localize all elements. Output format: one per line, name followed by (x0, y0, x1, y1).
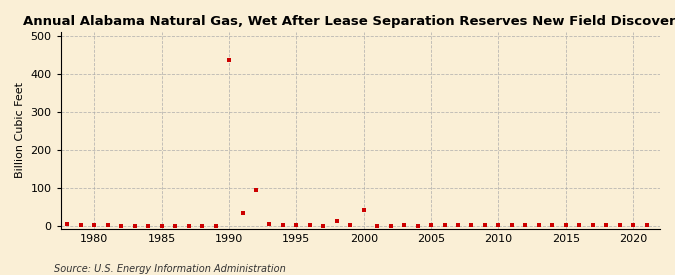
Point (399, 223, 410, 227)
Point (385, 223, 396, 228)
Point (62, 222, 73, 227)
Point (331, 218, 342, 223)
Point (143, 223, 154, 228)
Point (560, 223, 571, 227)
Point (89, 223, 100, 227)
Point (453, 223, 464, 227)
Point (506, 223, 517, 227)
Point (614, 223, 625, 227)
Point (412, 223, 423, 228)
Point (49, 219, 59, 223)
Point (345, 223, 356, 227)
Point (237, 211, 248, 215)
Point (157, 223, 167, 228)
Point (291, 223, 302, 227)
Point (264, 222, 275, 227)
Point (587, 223, 598, 227)
Y-axis label: Billion Cubic Feet: Billion Cubic Feet (15, 82, 25, 178)
Point (250, 188, 261, 192)
Point (76, 223, 86, 227)
Point (116, 223, 127, 228)
Point (358, 207, 369, 212)
Point (223, 58, 234, 63)
Point (493, 223, 504, 227)
Point (170, 223, 181, 228)
Point (304, 223, 315, 227)
Point (466, 223, 477, 227)
Point (574, 223, 585, 227)
Point (426, 223, 437, 227)
Point (479, 223, 490, 227)
Point (210, 223, 221, 228)
Point (372, 223, 383, 228)
Point (103, 223, 113, 227)
Point (628, 223, 639, 227)
Title: Annual Alabama Natural Gas, Wet After Lease Separation Reserves New Field Discov: Annual Alabama Natural Gas, Wet After Le… (24, 15, 675, 28)
Point (547, 223, 558, 227)
Point (196, 223, 207, 228)
Point (277, 223, 288, 227)
Point (533, 223, 544, 227)
Point (601, 223, 612, 227)
Point (520, 223, 531, 227)
Point (183, 223, 194, 228)
Point (130, 223, 140, 228)
Text: Source: U.S. Energy Information Administration: Source: U.S. Energy Information Administ… (54, 264, 286, 274)
Point (439, 223, 450, 227)
Point (641, 223, 652, 227)
Point (318, 223, 329, 228)
